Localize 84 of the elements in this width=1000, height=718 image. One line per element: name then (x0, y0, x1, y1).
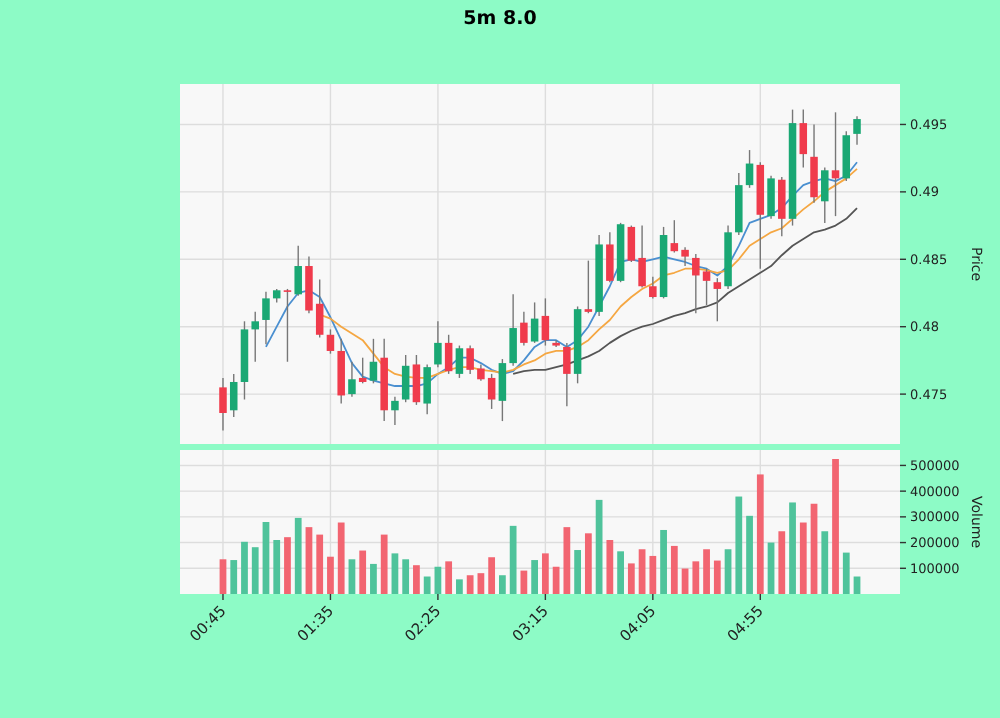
candlestick (326, 328, 335, 355)
candlestick (810, 123, 818, 204)
bar (735, 496, 743, 594)
candlestick (498, 358, 507, 422)
candlestick (735, 172, 743, 236)
candlestick (520, 311, 528, 347)
candlestick (444, 334, 453, 375)
candlestick (831, 111, 840, 217)
bar (488, 557, 496, 594)
bar (746, 515, 753, 594)
candlestick (745, 149, 754, 189)
candlestick (294, 245, 302, 297)
candlestick (369, 338, 378, 385)
bar (499, 575, 506, 594)
bar (380, 534, 388, 594)
bar (316, 534, 324, 594)
candlestick (348, 361, 356, 398)
candlestick (649, 276, 657, 300)
bar (359, 550, 367, 594)
candlestick (358, 357, 367, 385)
bar (756, 474, 764, 594)
bar (445, 561, 453, 594)
bar (660, 529, 667, 594)
candlestick (799, 108, 808, 169)
candlestick (778, 176, 786, 238)
bar (670, 545, 678, 594)
bar (273, 540, 281, 594)
bar (842, 552, 850, 594)
bar (606, 540, 614, 594)
bar (627, 563, 635, 594)
bar (294, 517, 302, 594)
candlestick (509, 293, 517, 367)
bar (703, 549, 710, 594)
bar (531, 560, 539, 594)
candlestick (219, 377, 227, 432)
candlestick (283, 288, 292, 363)
bar (284, 537, 291, 594)
candlestick (262, 290, 270, 345)
candlestick (251, 311, 259, 363)
bar (778, 531, 786, 594)
bar (509, 525, 517, 594)
bar (713, 560, 721, 594)
bar (456, 579, 463, 594)
bar (230, 560, 238, 594)
bar (327, 556, 334, 594)
bar (466, 575, 474, 594)
bar (832, 459, 839, 594)
candlestick (842, 130, 851, 182)
bar (617, 551, 624, 594)
line-series (512, 207, 858, 375)
bar (649, 555, 657, 594)
bar (574, 550, 581, 594)
bar (402, 559, 410, 594)
candlestick (767, 174, 775, 220)
bar (541, 553, 549, 594)
bar (413, 565, 420, 594)
candlestick (821, 166, 829, 224)
bar (370, 563, 377, 594)
bar (692, 561, 700, 594)
candlestick (401, 354, 410, 403)
candlestick (337, 338, 345, 405)
bar (423, 576, 431, 594)
bar (584, 533, 592, 594)
bar (821, 531, 829, 594)
candlestick (412, 354, 421, 406)
candlestick (391, 396, 399, 426)
candlestick (584, 259, 593, 314)
candlestick (853, 115, 861, 146)
candlestick (541, 297, 550, 347)
candlestick (455, 344, 464, 379)
chart-title: 5m 8.0 (463, 8, 538, 30)
candlestick (229, 373, 238, 418)
candlestick (563, 342, 571, 407)
candlestick (713, 277, 722, 322)
candlestick (530, 301, 539, 344)
bar (789, 502, 796, 594)
bar (241, 541, 248, 594)
candlestick (434, 320, 442, 368)
bar (337, 522, 345, 594)
candlestick (423, 363, 431, 416)
bar (799, 522, 807, 594)
bar (520, 570, 528, 594)
candlestick (606, 231, 614, 283)
bar (251, 547, 259, 594)
